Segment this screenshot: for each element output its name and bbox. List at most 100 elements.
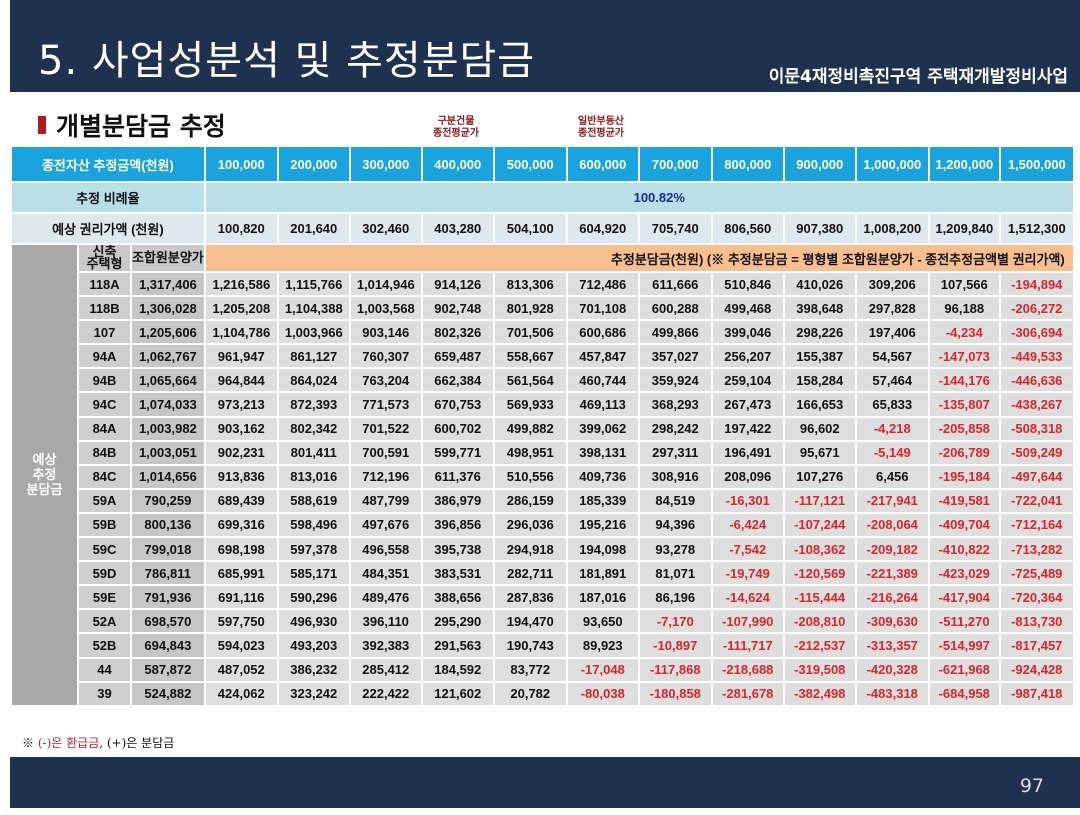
charge-cell: -725,489 — [998, 560, 1075, 587]
charge-cell: 155,387 — [782, 343, 857, 370]
table-row: 94B 1,065,664 964,844 864,024 763,204 662,384… — [11, 367, 1075, 394]
charge-cell: 395,738 — [420, 536, 495, 563]
charge-cell: -206,789 — [927, 439, 1001, 466]
charge-cell: -17,048 — [565, 656, 640, 683]
ratio-row: 추정 비례율 100.82% — [10, 181, 1075, 214]
charge-cell: -208,064 — [854, 511, 930, 539]
charge-cell: 771,573 — [348, 391, 423, 418]
charge-cell: -4,218 — [854, 415, 930, 442]
unit-type: 59E — [77, 584, 132, 611]
group-label: 예상 추정 분담금 — [10, 243, 79, 707]
member-price: 1,014,656 — [130, 463, 206, 490]
charge-cell: 296,036 — [492, 511, 568, 539]
member-price: 799,018 — [130, 536, 206, 563]
charge-cell: -382,498 — [782, 680, 857, 707]
charge-cell: 588,619 — [276, 487, 351, 514]
unit-type: 94C — [77, 391, 132, 418]
charge-cell: 409,736 — [565, 463, 640, 490]
charge-cell: 691,116 — [203, 584, 279, 611]
charge-cell: -509,249 — [998, 439, 1075, 466]
charge-cell: -417,904 — [927, 584, 1001, 611]
charge-cell: 487,052 — [203, 656, 279, 683]
charge-cell: 399,046 — [710, 319, 785, 346]
charge-cell: 903,146 — [348, 319, 423, 346]
charge-cell: 286,159 — [492, 487, 568, 514]
charge-cell: 424,062 — [203, 680, 279, 707]
charge-cell: -508,318 — [998, 415, 1075, 442]
member-price: 1,003,051 — [130, 439, 206, 466]
charge-cell: -208,810 — [782, 608, 857, 635]
charge-cell: 760,307 — [348, 343, 423, 370]
asset-value-cell: 400,000 — [420, 145, 495, 183]
charge-cell: 1,104,388 — [276, 295, 351, 322]
charge-cell: 107,276 — [782, 463, 857, 490]
charge-cell: -107,244 — [782, 511, 857, 539]
charge-cell: 84,519 — [637, 487, 713, 514]
asset-row: 종전자산 추정금액(천원) 100,000 200,000 300,000 400,00… — [10, 145, 1075, 183]
charge-cell: 398,648 — [782, 295, 857, 322]
charge-cell: 1,216,586 — [203, 270, 279, 298]
asset-value-cell: 1,500,000 — [998, 145, 1075, 183]
charge-cell: -313,357 — [854, 632, 930, 659]
charge-cell: -19,749 — [710, 560, 785, 587]
charge-cell: 308,916 — [637, 463, 713, 490]
charge-cell: 489,476 — [348, 584, 423, 611]
charge-cell: -216,264 — [854, 584, 930, 611]
rights-value-cell: 100,820 — [203, 212, 279, 245]
asset-value-cell: 900,000 — [782, 145, 857, 183]
table-row: 39 524,882 424,062 323,242 222,422 121,602 20,… — [11, 680, 1075, 707]
charge-cell: 259,104 — [710, 367, 785, 394]
charge-cell: 600,702 — [420, 415, 495, 442]
table-row: 44 587,872 487,052 386,232 285,412 184,592 83,… — [11, 656, 1075, 683]
charge-cell: 93,650 — [565, 608, 640, 635]
asset-value-cell: 200,000 — [276, 145, 351, 183]
unit-type: 94B — [77, 367, 132, 394]
table-row: 84C 1,014,656 913,836 813,016 712,196 611,376… — [11, 463, 1075, 490]
charge-cell: -987,418 — [998, 680, 1075, 707]
footnote-negative: (-)은 환급금 — [37, 736, 100, 750]
charge-cell: 585,171 — [276, 560, 351, 587]
charge-cell: -438,267 — [998, 391, 1075, 418]
charge-cell: 54,567 — [854, 343, 930, 370]
table-row: 52B 694,843 594,023 493,203 392,383 291,563 19… — [11, 632, 1075, 659]
charge-cell: 392,383 — [348, 632, 423, 659]
charge-cell: -712,164 — [998, 511, 1075, 539]
charge-cell: 864,024 — [276, 367, 351, 394]
charge-header: 추정분담금(천원) (※ 추정분담금 = 평형별 조합원분양가 - 종전추정금액… — [203, 243, 1075, 273]
unit-type: 52A — [77, 608, 132, 635]
charge-cell: 297,311 — [637, 439, 713, 466]
charge-cell: 195,216 — [565, 511, 640, 539]
asset-value-cell: 800,000 — [710, 145, 785, 183]
charge-cell: -80,038 — [565, 680, 640, 707]
charge-cell: 700,591 — [348, 439, 423, 466]
unit-type: 44 — [77, 656, 132, 683]
charge-cell: -218,688 — [710, 656, 785, 683]
charge-cell: 813,016 — [276, 463, 351, 490]
unit-type: 84A — [77, 415, 132, 442]
charge-cell: 598,496 — [276, 511, 351, 539]
charge-cell: 701,108 — [565, 295, 640, 322]
charge-cell: 197,406 — [854, 319, 930, 346]
charge-cell: 487,799 — [348, 487, 423, 514]
table-row: 84A 1,003,982 903,162 802,342 701,522 600,702… — [11, 415, 1075, 442]
charge-cell: -306,694 — [998, 319, 1075, 346]
charge-cell: -206,272 — [998, 295, 1075, 322]
charge-cell: 83,772 — [492, 656, 568, 683]
member-price: 790,259 — [130, 487, 206, 514]
charge-cell: 410,026 — [782, 270, 857, 298]
rights-value-cell: 302,460 — [348, 212, 423, 245]
asset-value-cell: 700,000 — [637, 145, 713, 183]
table-row: 59D 786,811 685,991 585,171 484,351 383,531 28… — [11, 560, 1075, 587]
charge-cell: 298,242 — [637, 415, 713, 442]
unit-type: 84C — [77, 463, 132, 490]
charge-cell: -209,182 — [854, 536, 930, 563]
table-row: 118A 1,317,406 1,216,586 1,115,766 1,014,946… — [11, 270, 1075, 298]
charge-cell: 388,656 — [420, 584, 495, 611]
charge-cell: -319,508 — [782, 656, 857, 683]
charge-cell: -205,858 — [927, 415, 1001, 442]
charge-cell: 699,316 — [203, 511, 279, 539]
section-title: 개별분담금 추정 — [56, 112, 226, 141]
charge-cell: 267,473 — [710, 391, 785, 418]
charge-cell: 1,115,766 — [276, 270, 351, 298]
charge-cell: -483,318 — [854, 680, 930, 707]
